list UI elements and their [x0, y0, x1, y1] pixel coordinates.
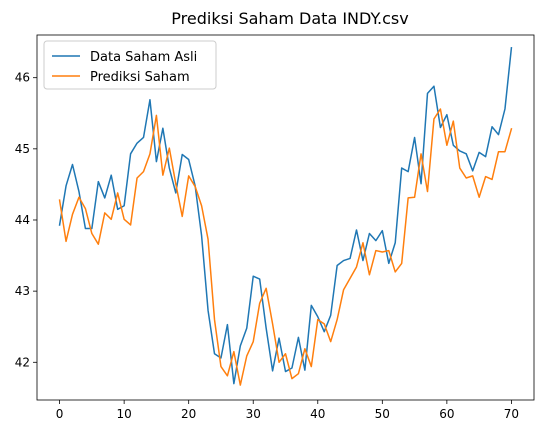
legend-box: [43, 40, 217, 90]
y-tick-label: 45: [15, 142, 30, 156]
x-tick-label: 10: [116, 407, 131, 421]
x-tick-label: 0: [56, 407, 64, 421]
x-tick-label: 20: [181, 407, 196, 421]
series-line-0: [58, 46, 513, 385]
x-tick-label: 70: [504, 407, 519, 421]
series-line-1: [58, 108, 513, 386]
x-tick-label: 60: [439, 407, 454, 421]
y-tick-label: 46: [15, 71, 30, 85]
y-tick-label: 43: [15, 284, 30, 298]
legend-label-1: Prediksi Saham: [90, 70, 190, 85]
plot-frame: [36, 34, 535, 401]
x-tick-label: 40: [310, 407, 325, 421]
x-tick-label: 50: [375, 407, 390, 421]
y-tick-label: 42: [15, 355, 30, 369]
legend-label-0: Data Saham Asli: [90, 50, 197, 65]
legend: Data Saham Asli Prediksi Saham: [43, 40, 217, 90]
chart-title: Prediksi Saham Data INDY.csv: [171, 9, 408, 28]
y-tick-label: 44: [15, 213, 30, 227]
x-tick-label: 30: [246, 407, 261, 421]
